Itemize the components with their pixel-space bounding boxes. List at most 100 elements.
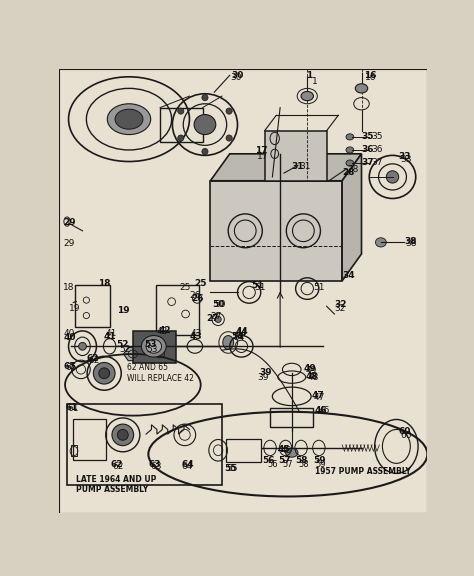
Text: 45: 45 (280, 446, 292, 456)
Ellipse shape (356, 84, 368, 93)
Text: 1: 1 (312, 77, 318, 86)
Text: 34: 34 (342, 271, 355, 280)
Text: 26: 26 (190, 291, 201, 300)
Text: 42: 42 (156, 327, 167, 336)
Text: 18: 18 (63, 283, 74, 292)
Text: 54: 54 (231, 332, 244, 342)
Text: 52: 52 (120, 345, 131, 354)
Ellipse shape (93, 362, 115, 384)
Text: 58: 58 (298, 460, 309, 468)
Text: 40: 40 (63, 329, 74, 338)
Ellipse shape (223, 336, 234, 350)
Ellipse shape (285, 448, 298, 457)
Text: 60: 60 (400, 431, 412, 440)
Polygon shape (210, 154, 362, 181)
Text: 53: 53 (145, 340, 157, 349)
Text: 26: 26 (191, 294, 203, 303)
Bar (67, 404, 222, 485)
Text: 28: 28 (347, 165, 359, 175)
Text: 25: 25 (194, 279, 207, 287)
Text: 59: 59 (316, 460, 326, 468)
Text: 40: 40 (63, 334, 76, 342)
Text: 48: 48 (307, 373, 319, 382)
Text: 46: 46 (319, 407, 330, 415)
Ellipse shape (178, 135, 184, 141)
Text: 39: 39 (259, 368, 272, 377)
Text: 41: 41 (103, 332, 116, 342)
Ellipse shape (202, 149, 208, 154)
Text: 30: 30 (230, 73, 242, 82)
Text: 17: 17 (257, 152, 268, 161)
Text: 27: 27 (210, 312, 222, 321)
Bar (264, 131, 327, 181)
Text: 1957 PUMP ASSEMBLY: 1957 PUMP ASSEMBLY (315, 467, 411, 476)
Text: 19: 19 (118, 305, 130, 314)
Text: 53: 53 (146, 345, 157, 354)
Text: 57: 57 (283, 460, 293, 468)
Bar (156, 285, 199, 335)
Text: 37: 37 (371, 158, 383, 168)
Text: 50: 50 (214, 300, 226, 309)
Ellipse shape (386, 170, 399, 183)
Text: 65: 65 (63, 362, 76, 371)
Ellipse shape (346, 147, 354, 153)
Bar (133, 331, 175, 363)
Text: 16: 16 (365, 73, 377, 82)
Text: 51: 51 (313, 283, 325, 292)
Ellipse shape (215, 316, 221, 323)
Text: 55: 55 (226, 464, 237, 473)
Text: 41: 41 (106, 329, 117, 338)
Ellipse shape (99, 368, 109, 378)
Ellipse shape (226, 135, 232, 141)
Text: 29: 29 (63, 238, 74, 248)
Ellipse shape (301, 92, 313, 101)
Text: 30: 30 (231, 71, 244, 81)
Text: 50: 50 (213, 300, 225, 309)
Text: 47: 47 (311, 391, 324, 400)
Ellipse shape (141, 336, 166, 357)
Text: 61: 61 (65, 403, 78, 411)
Text: 51: 51 (255, 283, 266, 292)
Bar (226, 439, 261, 462)
Text: 28: 28 (342, 168, 355, 177)
Text: 61: 61 (67, 404, 79, 413)
Text: 18: 18 (98, 279, 110, 287)
Text: 52: 52 (117, 340, 129, 349)
Bar (71, 445, 77, 456)
Text: 48: 48 (306, 372, 319, 381)
Text: 33: 33 (398, 152, 410, 161)
Text: 49: 49 (306, 366, 317, 374)
Text: 31: 31 (292, 161, 304, 170)
Bar (270, 408, 313, 427)
Text: 29: 29 (63, 218, 76, 227)
Text: 51: 51 (251, 281, 264, 290)
Text: 1: 1 (306, 71, 312, 81)
Text: 36: 36 (362, 145, 374, 154)
Text: 27: 27 (207, 314, 219, 323)
Text: 62: 62 (110, 460, 123, 469)
Text: 58: 58 (296, 456, 308, 465)
Text: 43: 43 (191, 329, 202, 338)
Polygon shape (210, 181, 342, 281)
Text: 44: 44 (236, 329, 247, 338)
Text: 60: 60 (399, 427, 411, 436)
Ellipse shape (194, 115, 216, 135)
Text: 57: 57 (278, 456, 291, 465)
Ellipse shape (346, 160, 354, 166)
Ellipse shape (202, 94, 208, 101)
Text: 56: 56 (262, 456, 275, 465)
Text: 62: 62 (86, 354, 99, 363)
Ellipse shape (107, 104, 151, 135)
Text: 46: 46 (315, 407, 328, 415)
Text: 62: 62 (112, 462, 123, 471)
Bar (160, 108, 202, 142)
Ellipse shape (375, 238, 386, 247)
Text: 59: 59 (313, 456, 326, 465)
Text: 56: 56 (267, 460, 278, 468)
Text: 25: 25 (179, 283, 191, 292)
Text: 36: 36 (371, 145, 383, 154)
Text: 38: 38 (405, 238, 416, 248)
Ellipse shape (79, 343, 86, 350)
Ellipse shape (115, 109, 143, 129)
Text: 17: 17 (255, 146, 268, 155)
